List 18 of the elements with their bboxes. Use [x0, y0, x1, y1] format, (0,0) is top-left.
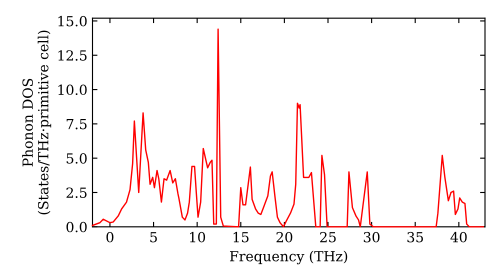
x-tick-label: 10	[190, 232, 206, 242]
x-tick-label: 20	[276, 232, 292, 242]
y-tick-label: 2.5	[66, 187, 87, 198]
x-tick-label: 15	[234, 232, 249, 242]
x-tick-label: 5	[150, 232, 157, 242]
x-tick-label: 35	[407, 232, 423, 242]
x-tick-label: 0	[106, 232, 114, 242]
y-tick-label: 15.0	[58, 16, 87, 26]
y-tick-label: 10.0	[58, 84, 87, 96]
y-axis-title: Phonon DOS (States/THz·primitive cell)	[22, 30, 52, 214]
x-tick-label: 40	[450, 232, 467, 242]
x-axis-title: Frequency (THz)	[230, 250, 348, 264]
y-tick-label: 7.5	[66, 119, 87, 130]
y-tick-label: 0.0	[66, 222, 87, 232]
y-tick-label: 12.5	[58, 50, 87, 61]
x-tick-label: 30	[364, 232, 380, 242]
x-tick-label: 25	[320, 232, 336, 242]
y-tick-label: 5.0	[66, 153, 87, 164]
